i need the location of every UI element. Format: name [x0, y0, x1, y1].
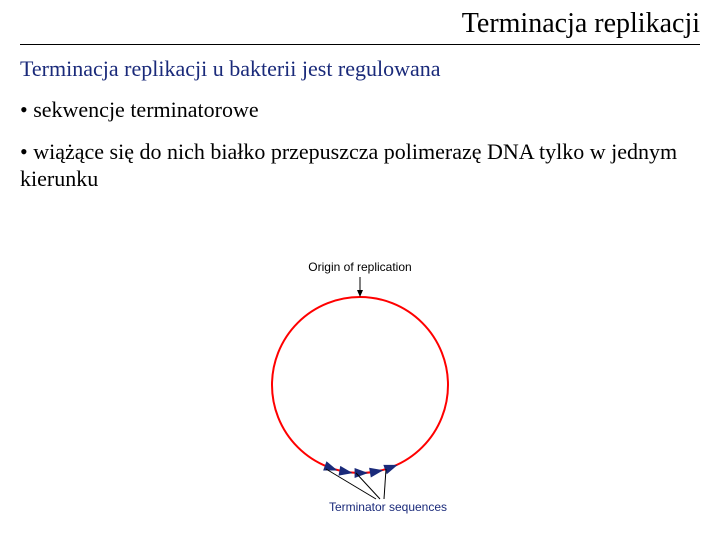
- terminator-arrow-3: [369, 468, 383, 478]
- lead-line-2: [384, 469, 386, 499]
- slide-subtitle: Terminacja replikacji u bakterii jest re…: [20, 56, 700, 82]
- bullet-2: • wiążące się do nich białko przepuszcza…: [20, 138, 700, 193]
- replication-diagram: Origin of replication Terminator sequence…: [230, 255, 490, 520]
- bullet-1: • sekwencje terminatorowe: [20, 96, 700, 124]
- dna-circle: [272, 297, 448, 473]
- origin-label: Origin of replication: [308, 260, 411, 274]
- terminator-arrow-1: [339, 466, 353, 476]
- terminator-label: Terminator sequences: [329, 500, 447, 514]
- slide-body: • sekwencje terminatorowe • wiążące się …: [20, 96, 700, 207]
- slide-title: Terminacja replikacji: [20, 8, 700, 40]
- lead-line-1: [356, 473, 380, 499]
- terminator-arrow-0: [323, 461, 337, 470]
- slide: Terminacja replikacji Terminacja replika…: [0, 0, 720, 540]
- origin-arrow-head: [357, 290, 363, 297]
- diagram-svg: Origin of replication Terminator sequence…: [230, 255, 490, 515]
- title-wrap: Terminacja replikacji: [20, 8, 700, 45]
